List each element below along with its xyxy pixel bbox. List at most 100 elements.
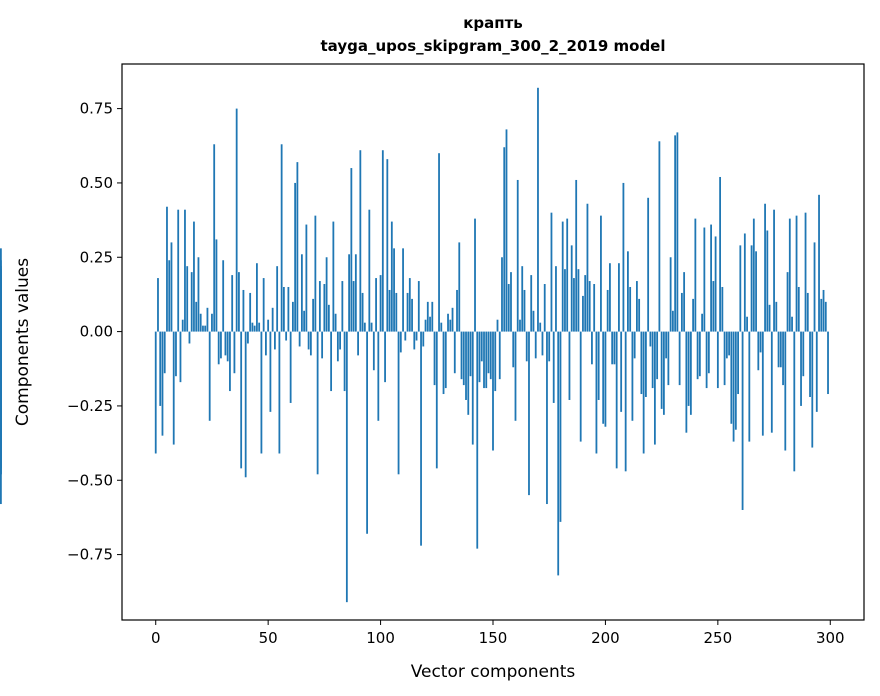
bar-260 — [739, 245, 742, 332]
bar-19 — [197, 257, 200, 332]
bar-69 — [309, 331, 312, 356]
bar-192 — [586, 203, 589, 332]
bar-190 — [582, 295, 584, 332]
bar-152 — [496, 319, 499, 332]
bar-141 — [471, 331, 474, 445]
bar-47 — [260, 331, 263, 454]
bar-21 — [202, 325, 204, 332]
x-axis-ticks: 0 50 100 150 200 250 300 — [151, 620, 845, 647]
bar-165 — [525, 331, 528, 362]
bar-81 — [336, 331, 339, 362]
bar-293 — [813, 242, 816, 332]
y-tick-label: −0.75 — [67, 546, 113, 564]
bar-113 — [408, 278, 411, 332]
bar-108 — [397, 331, 400, 475]
bar-248 — [712, 281, 715, 332]
bar-127 — [440, 322, 443, 332]
x-tick-label: 300 — [816, 629, 845, 647]
bar-186 — [573, 278, 575, 332]
bar-174 — [546, 331, 548, 505]
bar-195 — [593, 284, 596, 332]
bar-251 — [719, 176, 721, 332]
bar-18 — [195, 301, 198, 332]
bar-23 — [206, 307, 209, 332]
bar-237 — [687, 331, 690, 406]
bar-241 — [696, 331, 699, 380]
bar-35 — [233, 331, 236, 374]
bar-86 — [348, 254, 350, 332]
bar-210 — [627, 251, 629, 332]
bar-225 — [660, 331, 663, 409]
bar-286 — [797, 286, 800, 332]
bar-143 — [476, 331, 479, 549]
bar-239 — [692, 298, 695, 332]
bars-group — [0, 87, 829, 603]
y-tick-label: −0.25 — [67, 397, 113, 415]
bar-283 — [791, 316, 793, 332]
bar-119 — [422, 331, 425, 347]
bar-undefined — [0, 269, 2, 332]
bar-37 — [238, 272, 240, 332]
bar-132 — [451, 307, 454, 332]
bar-80 — [334, 313, 337, 332]
bar-142 — [474, 218, 476, 332]
bar-48 — [262, 278, 265, 332]
bar-230 — [671, 310, 674, 332]
bar-122 — [429, 316, 431, 332]
bar-287 — [800, 331, 802, 406]
bar-162 — [519, 319, 521, 332]
bar-198 — [600, 215, 602, 332]
bar-221 — [651, 331, 654, 389]
bar-133 — [453, 331, 456, 374]
bar-137 — [462, 331, 465, 386]
bar-140 — [469, 331, 472, 377]
bar-99 — [377, 331, 380, 421]
bar-253 — [723, 331, 726, 386]
bar-245 — [705, 331, 708, 389]
bar-14 — [186, 266, 189, 332]
bar-9 — [175, 331, 177, 377]
bar-168 — [532, 310, 535, 332]
bar-31 — [224, 331, 227, 356]
bar-25 — [211, 313, 213, 332]
bar-83 — [341, 281, 344, 332]
bar-220 — [649, 331, 652, 347]
bar-199 — [602, 331, 605, 424]
bar-24 — [208, 331, 211, 421]
bar-264 — [748, 331, 751, 442]
bar-91 — [359, 150, 362, 332]
bar-105 — [390, 221, 393, 332]
bar-5 — [166, 206, 168, 332]
bar-67 — [305, 224, 308, 332]
bar-103 — [386, 159, 389, 332]
bar-2 — [159, 331, 162, 406]
bar-204 — [613, 331, 616, 365]
x-tick-label: 250 — [704, 629, 733, 647]
bar-226 — [662, 331, 665, 415]
bar-33 — [229, 331, 231, 392]
bar-130 — [447, 313, 449, 332]
bar-94 — [366, 331, 368, 534]
bar-123 — [431, 301, 434, 332]
bar-228 — [667, 331, 670, 386]
bar-290 — [806, 292, 809, 332]
bar-263 — [746, 316, 748, 332]
bar-74 — [321, 331, 324, 359]
bar-78 — [330, 331, 333, 392]
bar-173 — [543, 284, 546, 332]
bar-56 — [280, 144, 283, 332]
bar-161 — [516, 179, 519, 332]
bar-125 — [435, 331, 438, 469]
bar-120 — [424, 319, 427, 332]
bar-147 — [485, 331, 488, 389]
bar-178 — [555, 266, 557, 332]
bar-160 — [514, 331, 517, 421]
bar-30 — [222, 260, 225, 332]
bar-258 — [734, 331, 737, 430]
bar-70 — [312, 298, 315, 332]
bar-55 — [278, 331, 281, 454]
bar-36 — [235, 108, 238, 332]
bar-26 — [213, 144, 216, 332]
bar-12 — [181, 319, 184, 332]
